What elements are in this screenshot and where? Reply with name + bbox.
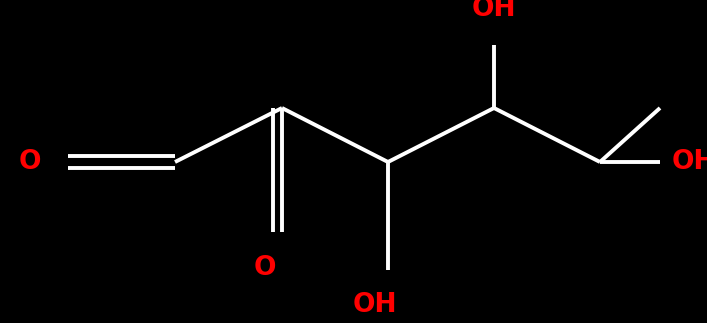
Text: O: O — [19, 149, 41, 175]
Text: O: O — [254, 255, 276, 281]
Text: OH: OH — [472, 0, 516, 22]
Text: OH: OH — [353, 292, 397, 318]
Text: OH: OH — [672, 149, 707, 175]
